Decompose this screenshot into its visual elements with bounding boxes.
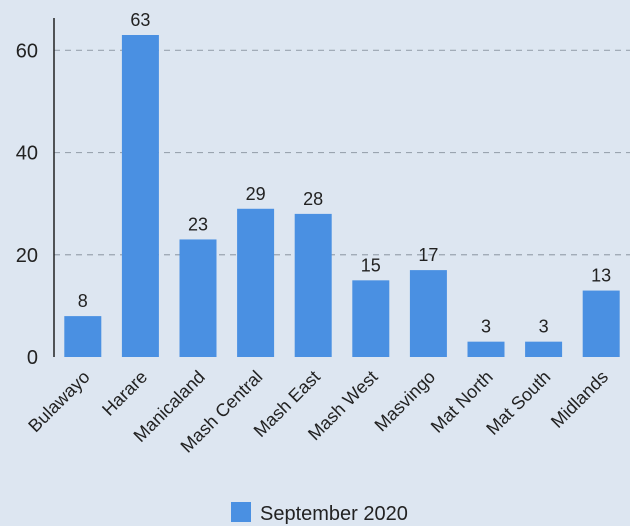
bar bbox=[582, 290, 620, 357]
legend-swatch bbox=[231, 502, 251, 522]
data-label: 8 bbox=[78, 291, 88, 311]
x-category-label: Bulawayo bbox=[24, 367, 93, 436]
data-label: 17 bbox=[418, 245, 438, 265]
gridlines bbox=[54, 49, 630, 256]
data-label: 3 bbox=[539, 317, 549, 337]
bar bbox=[467, 341, 505, 357]
data-label: 28 bbox=[303, 189, 323, 209]
y-tick-label: 20 bbox=[16, 245, 38, 267]
data-labels: 8 63 23 29 28 15 17 3 3 13 bbox=[78, 10, 611, 337]
bar bbox=[237, 208, 275, 357]
data-label: 3 bbox=[481, 317, 491, 337]
data-label: 15 bbox=[361, 255, 381, 275]
bar bbox=[294, 213, 332, 357]
y-axis-ticks: 0 20 40 60 bbox=[16, 40, 38, 369]
bars bbox=[64, 35, 620, 357]
bar bbox=[409, 270, 447, 357]
bar bbox=[64, 316, 102, 357]
data-label: 13 bbox=[591, 266, 611, 286]
bar bbox=[121, 35, 159, 357]
bar bbox=[352, 280, 390, 357]
bar bbox=[179, 239, 217, 357]
bar bbox=[525, 341, 563, 357]
data-label: 29 bbox=[246, 184, 266, 204]
x-category-label: Midlands bbox=[547, 367, 612, 432]
y-tick-label: 40 bbox=[16, 143, 38, 165]
data-label: 23 bbox=[188, 214, 208, 234]
legend-label: September 2020 bbox=[260, 503, 408, 525]
y-tick-label: 60 bbox=[16, 40, 38, 62]
data-label: 63 bbox=[130, 10, 150, 30]
legend: September 2020 bbox=[231, 502, 408, 525]
x-category-label: Harare bbox=[98, 367, 151, 420]
y-tick-label: 0 bbox=[27, 347, 38, 369]
